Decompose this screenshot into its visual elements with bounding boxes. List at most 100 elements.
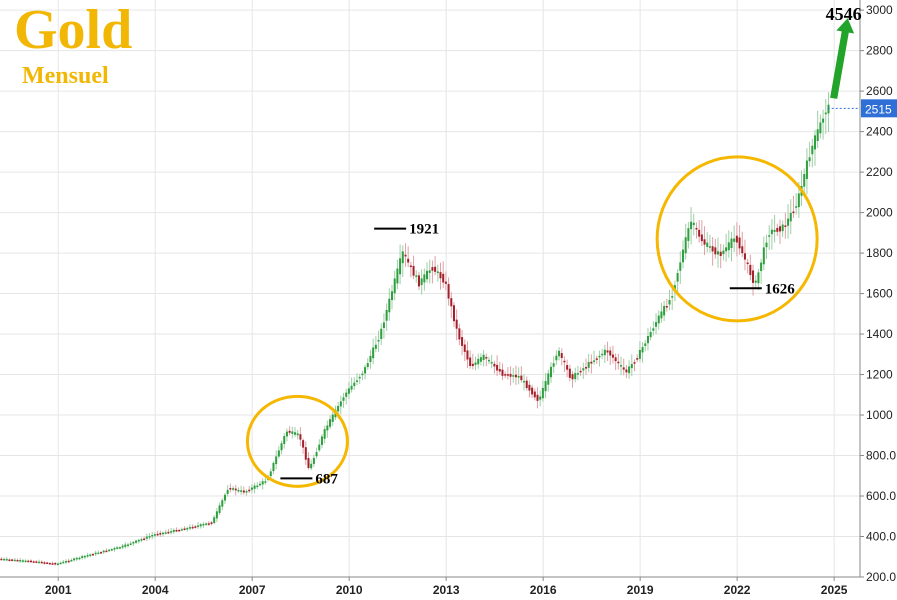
candle-body <box>415 275 418 277</box>
candle-body <box>517 376 520 378</box>
candle-body <box>91 554 94 556</box>
candle-body <box>690 221 693 230</box>
x-tick-label: 2007 <box>239 583 266 597</box>
candle-body <box>229 488 232 490</box>
candle-body <box>382 322 385 328</box>
candle-body <box>533 391 536 398</box>
x-tick-label: 2010 <box>336 583 363 597</box>
candle-body <box>191 526 194 529</box>
candle-body <box>156 533 159 536</box>
up-arrow <box>830 18 855 99</box>
candle-body <box>132 541 135 544</box>
candle-body <box>560 353 563 359</box>
candle-body <box>197 525 200 527</box>
candle-body <box>463 344 466 352</box>
candle-body <box>420 278 423 286</box>
chart-subtitle: Mensuel <box>22 63 109 89</box>
x-tick-label: 2016 <box>530 583 557 597</box>
candle-body <box>547 373 550 385</box>
candle-body <box>579 370 582 373</box>
candle-body <box>633 362 636 364</box>
candle-body <box>784 225 787 227</box>
candle-body <box>434 266 437 272</box>
candle-body <box>312 457 315 464</box>
candle-body <box>140 539 143 541</box>
candle-body <box>749 264 752 276</box>
candle-body <box>719 251 722 256</box>
candle-body <box>35 561 38 563</box>
candle-body <box>40 561 43 564</box>
candle-body <box>536 394 539 401</box>
candle-body <box>11 559 14 561</box>
candle-body <box>234 488 237 491</box>
level-label: 1626 <box>765 281 796 297</box>
y-tick-label: 2800 <box>866 44 893 58</box>
candle-body <box>625 369 628 373</box>
candle-body <box>124 544 127 547</box>
candle-body <box>657 315 660 324</box>
candle-body <box>86 555 89 557</box>
chart-title: Gold <box>14 0 133 61</box>
candle-body <box>70 559 73 562</box>
candle-body <box>452 305 455 322</box>
candle-body <box>523 380 526 383</box>
candle-body <box>620 365 623 367</box>
y-tick-label: 200.0 <box>866 570 896 584</box>
x-tick-label: 2022 <box>724 583 751 597</box>
candle-body <box>202 523 205 526</box>
candle-body <box>439 272 442 279</box>
candle-body <box>78 557 81 560</box>
candle-body <box>671 296 674 298</box>
candle-body <box>571 374 574 380</box>
candle-body <box>746 262 749 265</box>
candle-body <box>603 349 606 356</box>
candle-body <box>299 434 302 440</box>
candle-body <box>789 212 792 222</box>
candle-body <box>272 462 275 472</box>
candle-body <box>232 488 235 490</box>
candle-body <box>369 355 372 363</box>
candle-body <box>444 281 447 284</box>
candle-body <box>803 173 806 187</box>
candle-body <box>3 558 6 561</box>
candle-body <box>795 206 798 208</box>
candle-body <box>490 362 493 364</box>
candle-body <box>733 238 736 242</box>
candle-body <box>13 559 16 562</box>
candle-body <box>735 235 738 243</box>
candle-body <box>304 447 307 460</box>
candle-body <box>824 112 827 115</box>
candle-body <box>5 558 8 561</box>
candle-body <box>474 362 477 365</box>
candle-body <box>797 193 800 208</box>
candle-body <box>587 361 590 368</box>
candle-body <box>339 401 342 407</box>
candle-body <box>108 549 111 552</box>
candle-body <box>194 526 197 528</box>
annotations: 1921 687 1626 <box>280 222 796 487</box>
candle-body <box>482 354 485 360</box>
candle-body <box>51 563 54 565</box>
candle-body <box>89 554 92 556</box>
candle-body <box>641 347 644 353</box>
candle-body <box>466 350 469 360</box>
grid-lines <box>0 0 860 578</box>
candle-body <box>113 548 116 550</box>
candle-body <box>695 227 698 230</box>
candle-body <box>646 336 649 344</box>
candle-body <box>722 250 725 255</box>
candle-body <box>778 226 781 232</box>
candle-body <box>223 494 226 501</box>
candle-body <box>388 298 391 313</box>
y-tick-label: 2000 <box>866 206 893 220</box>
candle-body <box>582 368 585 371</box>
candle-body <box>186 527 189 530</box>
candle-body <box>258 483 262 486</box>
candle-body <box>531 387 534 395</box>
candle-body <box>302 440 305 448</box>
candle-body <box>676 273 679 282</box>
y-axis: 200.0 400.0 600.0 800.0 1000 1200 1400 1600 1800… <box>860 3 896 584</box>
candle-body <box>776 227 779 232</box>
candle-body <box>391 291 394 301</box>
y-tick-label: 1200 <box>866 368 893 382</box>
